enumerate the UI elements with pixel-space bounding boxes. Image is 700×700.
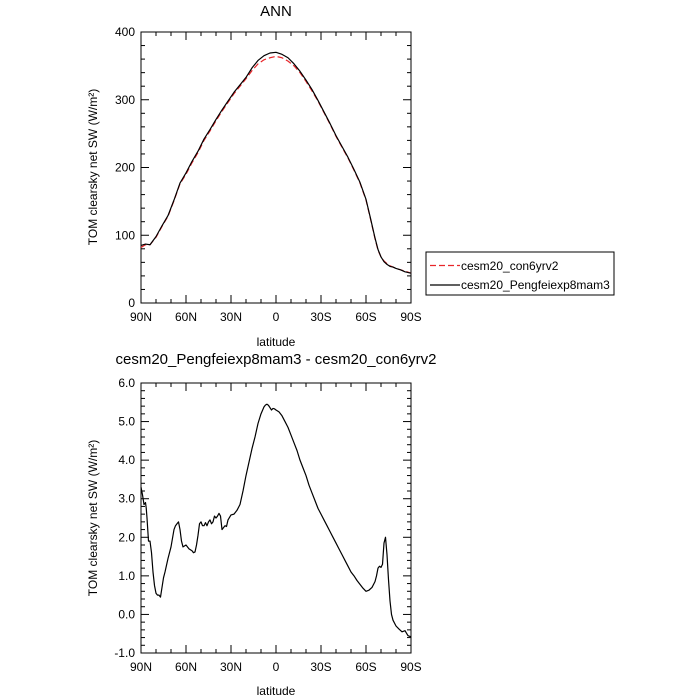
bottom-y-tick-label-3-0: 3.0 — [118, 492, 135, 506]
bottom-x-tick-label-30n: 30N — [220, 660, 242, 674]
bottom-x-tick-label-90n: 90N — [130, 660, 152, 674]
top-series-line-cesm20-pengfeiexp8mam3 — [140, 51, 412, 274]
bottom-y-tick-label-6-0: 6.0 — [118, 376, 135, 390]
top-plot-frame — [140, 31, 412, 304]
top-axis-ticks: 90N 60N 30N 0 30S 60S 90S 0 100 200 300 400 — [115, 25, 422, 324]
bottom-x-tick-label-60n: 60N — [175, 660, 197, 674]
top-panel: ANN 90N 60N 30N 0 30S 60S 90S 0 100 200 300 400 lat… — [86, 3, 615, 349]
top-x-tick-label-0: 0 — [273, 310, 280, 324]
bottom-y-tick-label-5-0: 5.0 — [118, 415, 135, 429]
top-x-tick-label-30n: 30N — [220, 310, 242, 324]
top-x-tick-label-90s: 90S — [400, 310, 421, 324]
top-y-tick-label-200: 200 — [115, 161, 135, 175]
bottom-axis-ticks: 90N 60N 30N 0 30S 60S 90S -1.0 0.0 1.0 2.0 3.0 4.0 5.… — [114, 376, 421, 674]
bottom-series-line-0 — [140, 403, 412, 638]
bottom-y-tick-label-0-0: 0.0 — [118, 607, 135, 621]
bottom-x-tick-label-90s: 90S — [400, 660, 421, 674]
top-y-tick-label-100: 100 — [115, 228, 135, 242]
bottom-x-axis-label: latitude — [257, 684, 296, 698]
bottom-y-tick-label-1-0: 1.0 — [118, 569, 135, 583]
top-x-tick-label-60n: 60N — [175, 310, 197, 324]
legend-box — [425, 251, 615, 296]
bottom-series-group — [140, 403, 412, 638]
legend: cesm20_con6yrv2 cesm20_Pengfeiexp8mam3 — [425, 251, 615, 296]
legend-label-con6yrv2: cesm20_con6yrv2 — [461, 259, 559, 273]
legend-label-pengfeiexp8mam3: cesm20_Pengfeiexp8mam3 — [461, 278, 610, 292]
top-y-axis-label: TOM clearsky net SW (W/m²) — [86, 89, 100, 245]
top-y-tick-label-300: 300 — [115, 93, 135, 107]
bottom-y-axis-label: TOM clearsky net SW (W/m²) — [86, 440, 100, 596]
bottom-x-tick-label-0: 0 — [273, 660, 280, 674]
top-x-tick-label-60s: 60S — [355, 310, 376, 324]
bottom-panel: cesm20_Pengfeiexp8mam3 - cesm20_con6yrv2… — [86, 351, 437, 698]
bottom-y-tick-label-4-0: 4.0 — [118, 453, 135, 467]
bottom-x-tick-label-60s: 60S — [355, 660, 376, 674]
bottom-y-tick-label-2-0: 2.0 — [118, 530, 135, 544]
top-x-axis-label: latitude — [257, 335, 296, 349]
top-series-group — [140, 51, 412, 274]
bottom-chart-title: cesm20_Pengfeiexp8mam3 - cesm20_con6yrv2 — [116, 351, 437, 368]
top-y-tick-label-0: 0 — [128, 296, 135, 310]
bottom-plot-frame — [140, 382, 412, 654]
top-x-tick-label-30s: 30S — [310, 310, 331, 324]
bottom-y-tick-label-1-0: -1.0 — [114, 646, 135, 660]
top-y-tick-label-400: 400 — [115, 25, 135, 39]
top-series-line-cesm20-con6yrv2 — [140, 55, 412, 274]
top-chart-title: ANN — [260, 3, 292, 20]
bottom-x-tick-label-30s: 30S — [310, 660, 331, 674]
top-x-tick-label-90n: 90N — [130, 310, 152, 324]
